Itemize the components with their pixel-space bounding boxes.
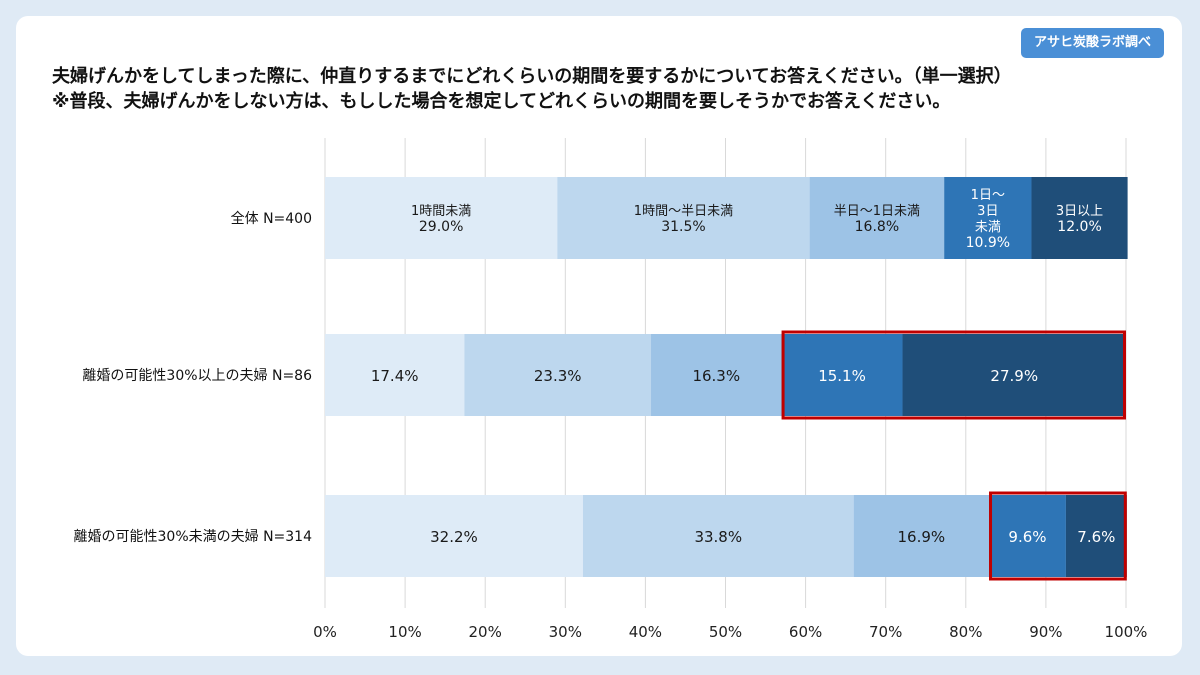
bar-segment [325, 177, 558, 259]
x-tick-label: 0% [313, 623, 337, 641]
data-label: 16.3% [692, 367, 740, 385]
data-label: 17.4% [371, 367, 419, 385]
x-tick-label: 80% [949, 623, 982, 641]
highlight-box [781, 330, 1126, 420]
bar-segment [325, 334, 465, 416]
x-tick-label: 40% [629, 623, 662, 641]
bar-segment [902, 334, 1126, 416]
data-label: 3日以上 [1056, 204, 1103, 219]
chart-title: 夫婦げんかをしてしまった際に、仲直りするまでにどれくらいの期間を要するかについて… [52, 64, 1152, 114]
data-label: 半日～1日未満 [834, 204, 920, 219]
data-label: 1時間未満 [411, 204, 471, 219]
bar-segment [1031, 177, 1128, 259]
data-label: 15.1% [818, 367, 866, 385]
data-label: 33.8% [694, 528, 742, 546]
data-label: 未満 [975, 220, 1001, 235]
data-label: 1時間～半日未満 [634, 204, 733, 219]
bar-segment [989, 495, 1066, 577]
data-label: 27.9% [990, 367, 1038, 385]
bar-segment [325, 495, 583, 577]
data-label: 3日 [977, 204, 998, 219]
highlight-box [989, 491, 1127, 581]
bar-segment [651, 334, 782, 416]
bar-segment [781, 334, 903, 416]
data-label: 32.2% [430, 528, 478, 546]
data-label: 31.5% [661, 219, 705, 235]
bar-segment [809, 177, 945, 259]
x-tick-label: 70% [869, 623, 902, 641]
x-tick-label: 30% [549, 623, 582, 641]
bar-segment [557, 177, 810, 259]
bar-segment [464, 334, 652, 416]
category-label: 離婚の可能性30%以上の夫婦 N=86 [82, 367, 312, 384]
x-tick-label: 10% [388, 623, 421, 641]
bar-segment [853, 495, 990, 577]
data-label: 16.8% [855, 219, 899, 235]
bar-segment [582, 495, 854, 577]
x-tick-label: 50% [709, 623, 742, 641]
bar-segment [1065, 495, 1127, 577]
bar-segment [944, 177, 1032, 259]
x-tick-label: 20% [469, 623, 502, 641]
data-label: 16.9% [898, 528, 946, 546]
data-label: 12.0% [1057, 219, 1101, 235]
data-label: 23.3% [534, 367, 582, 385]
data-label: 9.6% [1008, 528, 1046, 546]
data-label: 10.9% [966, 235, 1010, 251]
source-badge: アサヒ炭酸ラボ調べ [1021, 28, 1164, 58]
question-line-2: ※普段、夫婦げんかをしない方は、もしした場合を想定してどれくらいの期間を要しそう… [52, 91, 951, 112]
question-line-1: 夫婦げんかをしてしまった際に、仲直りするまでにどれくらいの期間を要するかについて… [52, 66, 1012, 87]
x-tick-label: 90% [1029, 623, 1062, 641]
data-label: 29.0% [419, 219, 463, 235]
data-label: 1日～ [971, 188, 1005, 203]
x-tick-label: 60% [789, 623, 822, 641]
category-label: 離婚の可能性30%未満の夫婦 N=314 [74, 528, 313, 545]
data-label: 7.6% [1077, 528, 1115, 546]
category-label: 全体 N=400 [231, 210, 312, 227]
x-tick-label: 100% [1105, 623, 1148, 641]
